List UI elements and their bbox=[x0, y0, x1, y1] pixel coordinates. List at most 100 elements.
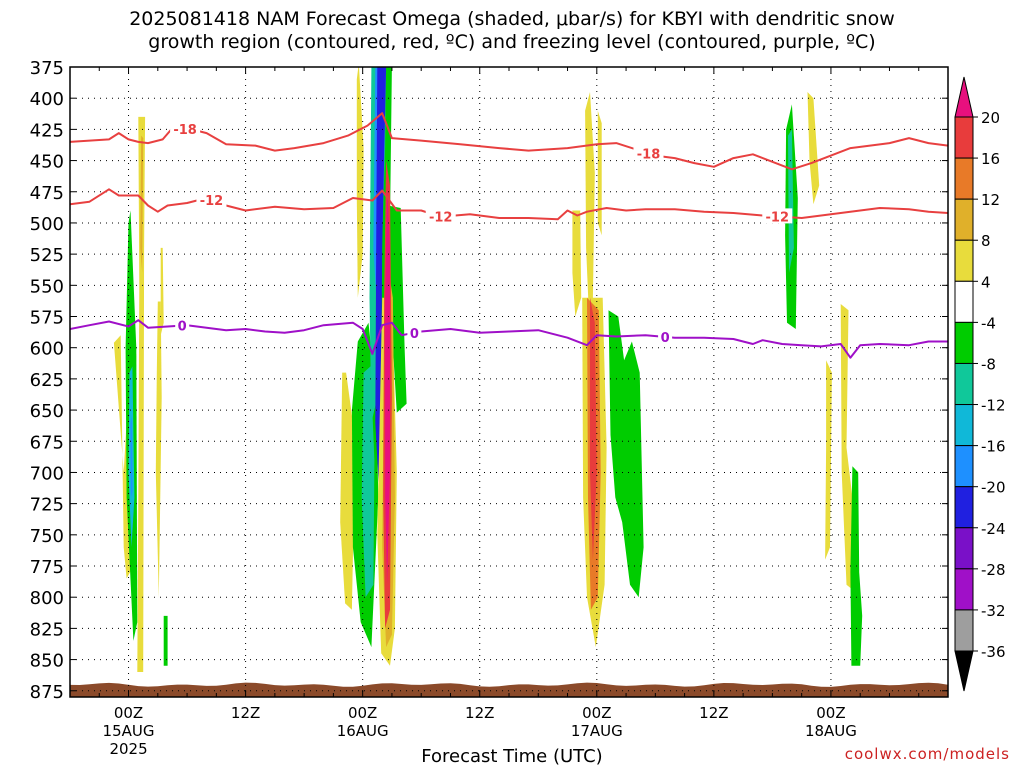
contour-line bbox=[70, 319, 948, 359]
colorbar-segment bbox=[954, 239, 974, 282]
contour-label-background bbox=[175, 317, 190, 333]
contour-label-background bbox=[762, 208, 793, 224]
colorbar-segment bbox=[954, 280, 974, 323]
x-tick-label: 00Z bbox=[114, 704, 143, 722]
x-tick-label: 12Z bbox=[231, 704, 260, 722]
y-tick-label: 600 bbox=[30, 339, 64, 360]
y-tick-label: 750 bbox=[30, 526, 64, 547]
x-tick-date-label: 16AUG bbox=[337, 722, 389, 740]
contour-label: -12 bbox=[429, 211, 453, 226]
x-tick-date-label: 18AUG bbox=[805, 722, 857, 740]
colorbar-label: -28 bbox=[981, 561, 1006, 579]
y-tick-label: 475 bbox=[30, 183, 64, 204]
colorbar-label: 20 bbox=[981, 109, 1000, 127]
colorbar-segment bbox=[954, 568, 974, 611]
contour-lines: -18 -18 -12 -12 -12 0 0 0 bbox=[70, 112, 948, 359]
contour-label: -18 bbox=[637, 147, 661, 162]
omega-region bbox=[340, 372, 354, 610]
y-tick-label: 875 bbox=[30, 682, 64, 703]
contour-label: 0 bbox=[410, 327, 419, 342]
colorbar-segment bbox=[954, 116, 974, 159]
plot-background bbox=[70, 67, 948, 697]
colorbar-bottom-arrow bbox=[954, 650, 974, 692]
contour-label-background bbox=[633, 145, 664, 161]
contour-label-background bbox=[658, 328, 673, 344]
omega-region bbox=[608, 310, 644, 598]
colorbar-segment bbox=[954, 404, 974, 447]
plot-frame bbox=[69, 66, 949, 698]
x-tick-date-label: 17AUG bbox=[571, 722, 623, 740]
contour-label: -12 bbox=[766, 210, 790, 225]
y-tick-label: 800 bbox=[30, 588, 64, 609]
omega-shading bbox=[70, 67, 948, 697]
colorbar-segment bbox=[954, 486, 974, 529]
omega-region bbox=[572, 210, 582, 317]
colorbar-segment bbox=[954, 198, 974, 241]
colorbar-top-arrow bbox=[954, 76, 974, 118]
y-tick-label: 625 bbox=[30, 370, 64, 391]
colorbar-label: -32 bbox=[981, 602, 1006, 620]
contour-label-background bbox=[170, 120, 201, 136]
colorbar-segment bbox=[954, 527, 974, 570]
omega-region bbox=[130, 416, 133, 498]
y-tick-label: 375 bbox=[30, 58, 64, 79]
ground-terrain bbox=[70, 682, 948, 697]
omega-region bbox=[597, 110, 602, 236]
chart-title-line-1: 2025081418 NAM Forecast Omega (shaded, μ… bbox=[129, 8, 895, 30]
colorbar-label: -24 bbox=[981, 520, 1006, 538]
x-tick-date-label: 15AUG bbox=[103, 722, 155, 740]
y-tick-label: 575 bbox=[30, 308, 64, 329]
colorbar-label: 4 bbox=[981, 273, 991, 291]
omega-region bbox=[155, 301, 162, 598]
omega-region bbox=[375, 67, 387, 498]
x-tick-label: 12Z bbox=[699, 704, 728, 722]
x-tick-label: 00Z bbox=[816, 704, 845, 722]
y-tick-label: 775 bbox=[30, 557, 64, 578]
contour-label-background bbox=[425, 208, 456, 224]
colorbar-segment bbox=[954, 157, 974, 200]
contour-label: -12 bbox=[200, 194, 224, 209]
colorbar-label: -20 bbox=[981, 479, 1006, 497]
colorbar-label: -16 bbox=[981, 438, 1006, 456]
omega-region bbox=[788, 129, 794, 273]
y-tick-label: 675 bbox=[30, 432, 64, 453]
colorbar-label: 8 bbox=[981, 232, 991, 250]
omega-region bbox=[356, 67, 364, 298]
colorbar-segment bbox=[954, 362, 974, 406]
omega-region bbox=[163, 615, 168, 666]
y-tick-label: 525 bbox=[30, 245, 64, 266]
colorbar-segment bbox=[954, 321, 974, 364]
y-tick-label: 450 bbox=[30, 152, 64, 173]
y-tick-label: 700 bbox=[30, 463, 64, 484]
colorbar-label: -36 bbox=[981, 643, 1006, 661]
chart-title-line-2: growth region (contoured, red, ºC) and f… bbox=[148, 31, 876, 53]
colorbar-label: -4 bbox=[981, 314, 996, 332]
y-tick-label: 550 bbox=[30, 276, 64, 297]
y-tick-label: 400 bbox=[30, 89, 64, 110]
colorbar-label: 12 bbox=[981, 191, 1000, 209]
y-tick-label: 500 bbox=[30, 214, 64, 235]
watermark: coolwx.com/models bbox=[844, 745, 1010, 763]
colorbar-label: -8 bbox=[981, 355, 996, 373]
y-tick-label: 725 bbox=[30, 495, 64, 516]
contour-label: 0 bbox=[661, 331, 670, 346]
omega-region bbox=[137, 116, 146, 672]
colorbar-segment bbox=[954, 609, 974, 652]
contour-label: -18 bbox=[173, 123, 197, 138]
x-tick-label: 12Z bbox=[465, 704, 494, 722]
y-tick-label: 425 bbox=[30, 120, 64, 141]
omega-region bbox=[160, 247, 164, 336]
x-tick-label: 00Z bbox=[582, 704, 611, 722]
omega-region bbox=[590, 297, 597, 560]
colorbar-label: 16 bbox=[981, 150, 1000, 168]
contour-label-background bbox=[407, 324, 422, 340]
contour-label-background bbox=[196, 191, 227, 207]
omega-region bbox=[807, 92, 820, 205]
x-tick-year-label: 2025 bbox=[109, 740, 147, 758]
contour-label: 0 bbox=[178, 320, 187, 335]
omega-region bbox=[361, 366, 375, 598]
omega-region bbox=[840, 304, 855, 591]
colorbar-label: -12 bbox=[981, 397, 1006, 415]
y-tick-label: 850 bbox=[30, 651, 64, 672]
